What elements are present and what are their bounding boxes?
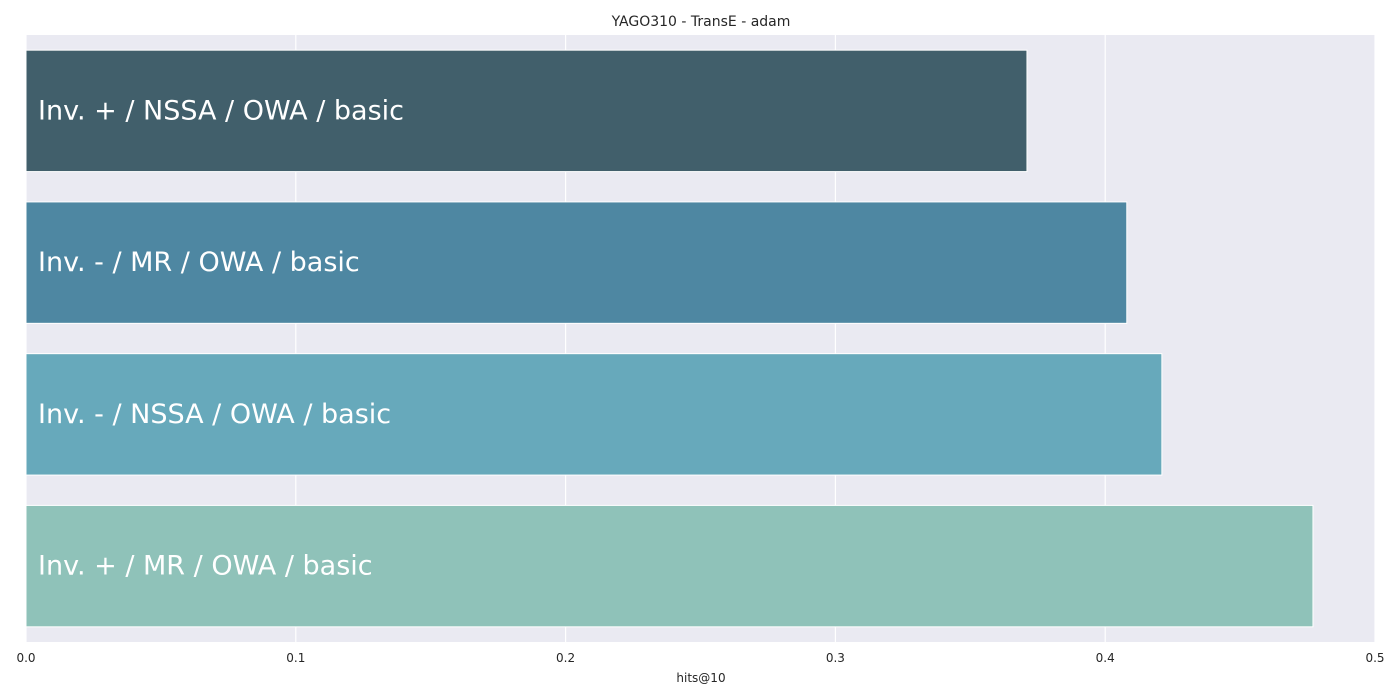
bars [25, 49, 1314, 628]
x-axis-label: hits@10 [676, 671, 725, 685]
x-tick-label: 0.3 [826, 651, 845, 665]
bar-label: Inv. - / NSSA / OWA / basic [38, 399, 391, 430]
bar [25, 49, 1028, 173]
bar [25, 201, 1128, 324]
x-tick-label: 0.5 [1365, 651, 1384, 665]
x-axis-ticks: 0.0 0.1 0.2 0.3 0.4 0.5 [16, 651, 1384, 665]
x-tick-label: 0.2 [556, 651, 575, 665]
bar [25, 353, 1163, 476]
bar-label: Inv. - / MR / OWA / basic [38, 247, 360, 278]
chart-title: YAGO310 - TransE - adam [611, 14, 791, 30]
bar-label: Inv. + / NSSA / OWA / basic [38, 95, 404, 126]
bar-labels: Inv. + / NSSA / OWA / basic Inv. - / MR /… [38, 95, 404, 581]
x-tick-label: 0.0 [16, 651, 35, 665]
bar-label: Inv. + / MR / OWA / basic [38, 551, 373, 582]
x-tick-label: 0.4 [1096, 651, 1115, 665]
bar [25, 504, 1314, 628]
x-tick-label: 0.1 [286, 651, 305, 665]
